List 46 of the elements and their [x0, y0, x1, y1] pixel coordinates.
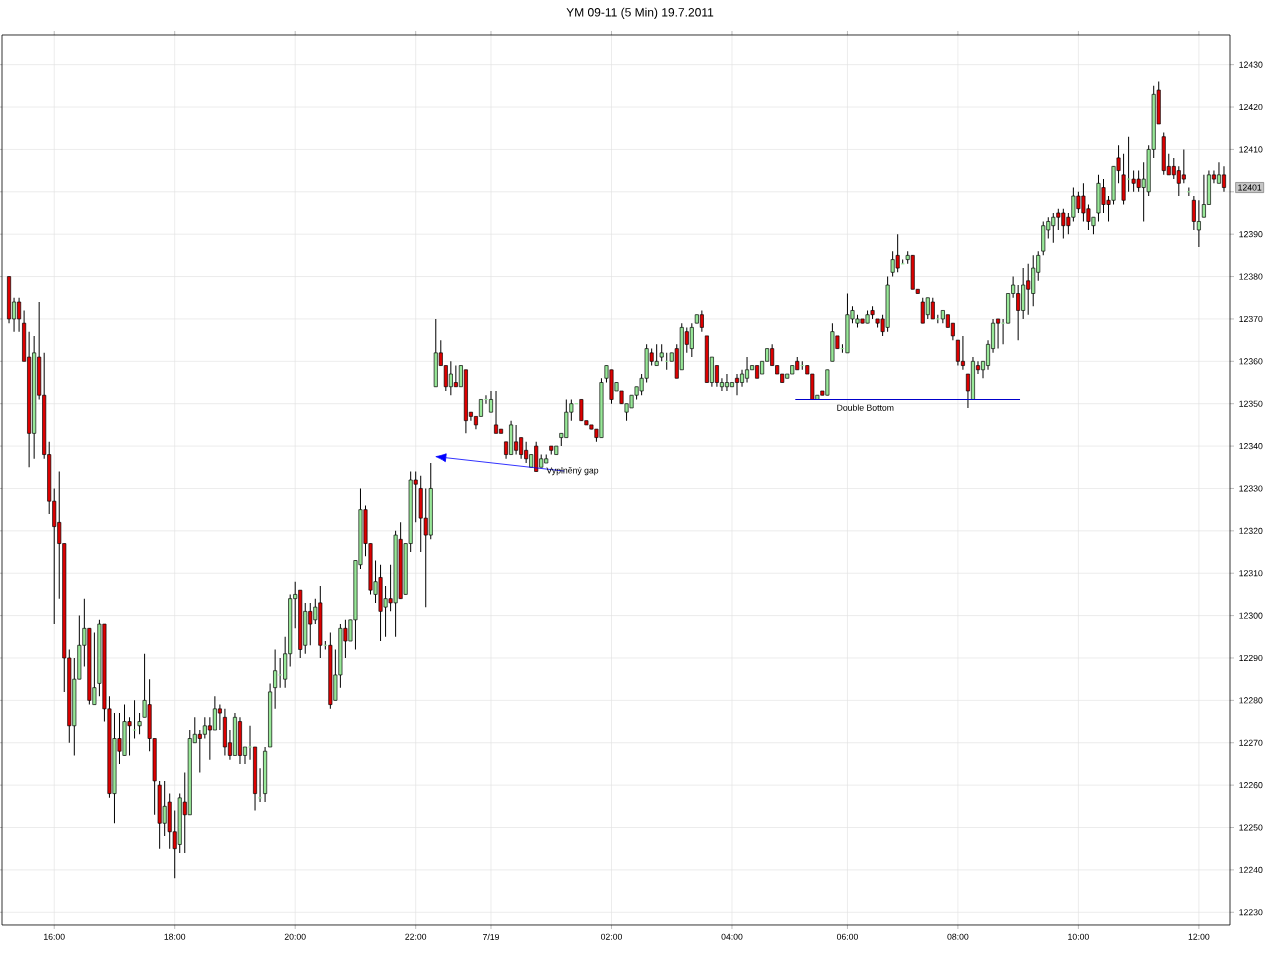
y-tick-label: 12370 [1239, 315, 1263, 322]
x-tick-label: 10:00 [1068, 933, 1089, 940]
y-tick-label: 12230 [1239, 909, 1263, 916]
candlestick [1181, 148, 1186, 184]
x-tick-label: 20:00 [284, 933, 306, 940]
y-tick-label: 12250 [1239, 824, 1263, 831]
y-tick-label: 12410 [1239, 146, 1263, 153]
candlestick [217, 704, 222, 731]
candlestick [273, 649, 278, 710]
x-tick-label: 12:00 [1188, 933, 1210, 940]
y-tick-label: 12300 [1239, 612, 1263, 619]
y-tick-label: 12290 [1239, 654, 1263, 662]
candlestick [258, 767, 263, 803]
x-tick-label: 22:00 [405, 933, 427, 940]
candlestick [1221, 165, 1226, 193]
chart-title: YM 09-11 (5 Min) 19.7.2011 [566, 7, 714, 19]
y-tick-label: 12310 [1239, 570, 1263, 577]
annotation: Vyplněný gap [546, 467, 599, 476]
x-tick-label: 16:00 [44, 933, 65, 940]
candlestick [137, 712, 142, 735]
y-tick-label: 12380 [1239, 273, 1263, 280]
x-tick-label: 02:00 [600, 933, 622, 940]
y-tick-label: 12350 [1239, 400, 1263, 407]
y-tick-label: 12280 [1239, 697, 1263, 704]
y-tick-label: 12330 [1239, 485, 1263, 492]
candlestick [132, 699, 137, 740]
x-tick-label: 7/19 [483, 933, 500, 941]
y-tick-label: 12340 [1239, 443, 1263, 450]
candlestick [699, 309, 704, 333]
y-tick-label: 12360 [1239, 358, 1263, 365]
x-tick-label: 06:00 [836, 933, 858, 940]
y-tick-label: 12270 [1239, 739, 1263, 746]
candlestick [1196, 199, 1201, 248]
y-tick-label: 12260 [1239, 782, 1263, 789]
candlestick [960, 335, 965, 371]
x-tick-label: 18:00 [164, 933, 186, 940]
text: 12401 [1238, 184, 1262, 191]
y-tick-label: 12420 [1239, 103, 1263, 111]
x-tick-label: 04:00 [721, 933, 743, 940]
y-tick-label: 12320 [1239, 527, 1263, 534]
y-tick-label: 12240 [1239, 866, 1263, 873]
y-tick-label: 12430 [1239, 61, 1263, 68]
y-tick-label: 12390 [1239, 231, 1263, 238]
ref-line-label: Double Bottom [837, 404, 894, 411]
candlestick [494, 390, 499, 434]
x-tick-label: 08:00 [947, 933, 969, 940]
